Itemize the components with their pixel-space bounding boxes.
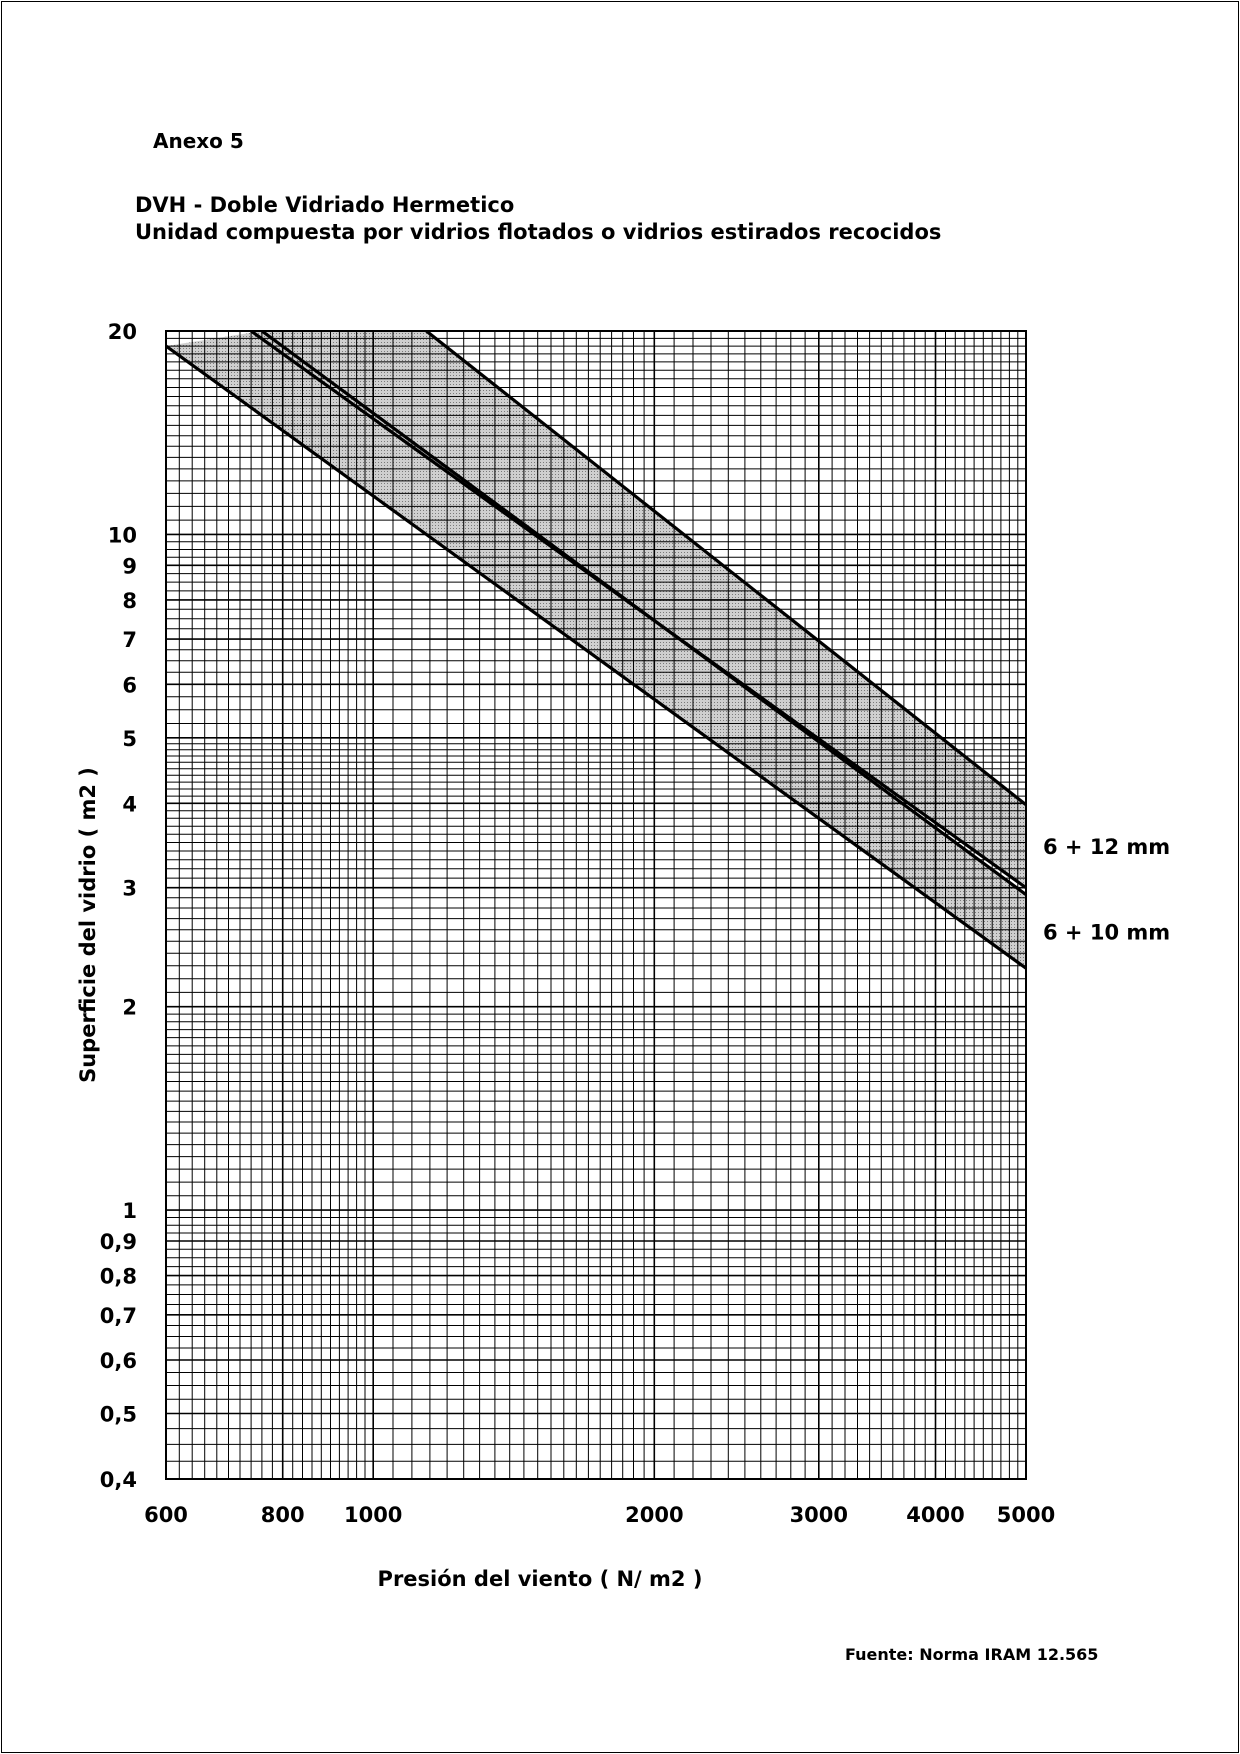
y-tick-label: 0,7 xyxy=(100,1304,137,1328)
y-tick-label: 0,6 xyxy=(100,1349,137,1373)
band-1-upper-line xyxy=(425,331,1026,807)
band-2-upper-line xyxy=(260,331,1026,896)
y-tick-label: 8 xyxy=(122,589,137,613)
x-tick-label: 3000 xyxy=(790,1503,848,1527)
plot-frame xyxy=(165,330,1027,1480)
y-tick-label: 0,8 xyxy=(100,1265,137,1289)
x-tick-label: 600 xyxy=(144,1503,188,1527)
y-tick-label: 6 xyxy=(122,673,137,697)
x-tick-label: 1000 xyxy=(344,1503,402,1527)
x-axis-label: Presión del viento ( N/ m2 ) xyxy=(378,1567,703,1591)
y-tick-label: 0,5 xyxy=(100,1403,137,1427)
x-tick-label: 800 xyxy=(261,1503,305,1527)
y-tick-label: 4 xyxy=(122,792,137,816)
y-tick-label: 7 xyxy=(122,628,137,652)
chart-subtitle: Unidad compuesta por vidrios flotados o … xyxy=(135,220,942,244)
y-tick-label: 3 xyxy=(122,877,137,901)
x-tick-label: 5000 xyxy=(997,1503,1055,1527)
source-note: Fuente: Norma IRAM 12.565 xyxy=(845,1645,1099,1664)
y-tick-label: 20 xyxy=(108,320,137,344)
x-tick-label: 4000 xyxy=(906,1503,964,1527)
series-label-2: 6 + 10 mm xyxy=(1043,920,1170,944)
y-tick-label: 2 xyxy=(122,996,137,1020)
series-label-1: 6 + 12 mm xyxy=(1043,835,1170,859)
y-tick-label: 9 xyxy=(122,554,137,578)
grid-layer xyxy=(166,331,1026,1479)
y-tick-label: 5 xyxy=(122,727,137,751)
annex-label: Anexo 5 xyxy=(153,129,244,153)
y-tick-label: 10 xyxy=(108,523,137,547)
y-tick-labels: 20 10 9 8 7 6 5 4 3 2 1 0,9 0,8 0,7 0,6 0,5 0,4 xyxy=(100,320,137,1492)
y-tick-label: 0,4 xyxy=(100,1468,137,1492)
y-tick-label: 1 xyxy=(122,1199,137,1223)
x-tick-label: 2000 xyxy=(625,1503,683,1527)
chart-title: DVH - Doble Vidriado Hermetico xyxy=(135,193,515,217)
band-2-lower-line xyxy=(166,344,1026,970)
y-tick-label: 0,9 xyxy=(100,1230,137,1254)
series-labels: 6 + 12 mm 6 + 10 mm xyxy=(1043,835,1170,944)
x-tick-labels: 600 800 1000 2000 3000 4000 5000 xyxy=(144,1503,1055,1527)
boundary-lines-layer xyxy=(166,331,1026,970)
